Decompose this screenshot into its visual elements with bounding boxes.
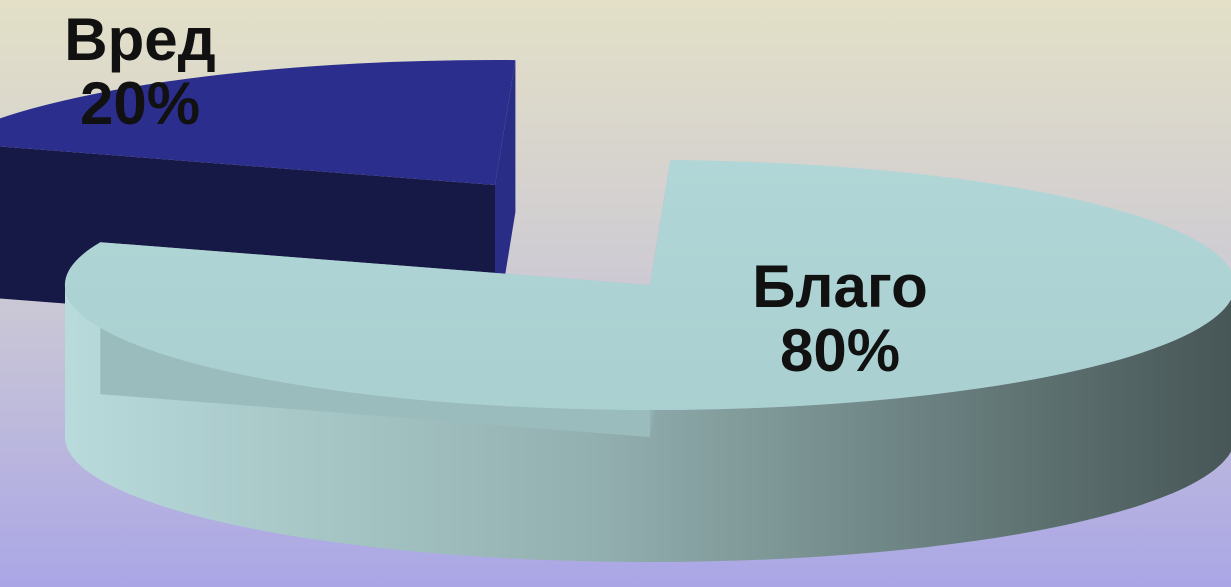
category-label-vred: Вред bbox=[64, 6, 216, 73]
value-label-blago: 80% bbox=[779, 317, 901, 384]
value-label-vred: 20% bbox=[79, 70, 201, 137]
slice-label-blago: Благо 80% bbox=[730, 255, 950, 383]
slice-0-side-1 bbox=[495, 60, 516, 337]
slice-0-top bbox=[0, 60, 516, 185]
slice-1 bbox=[64, 160, 1231, 562]
category-label-blago: Благо bbox=[752, 253, 928, 320]
slice-1-top bbox=[64, 160, 1231, 411]
slice-label-vred: Вред 20% bbox=[50, 8, 230, 136]
